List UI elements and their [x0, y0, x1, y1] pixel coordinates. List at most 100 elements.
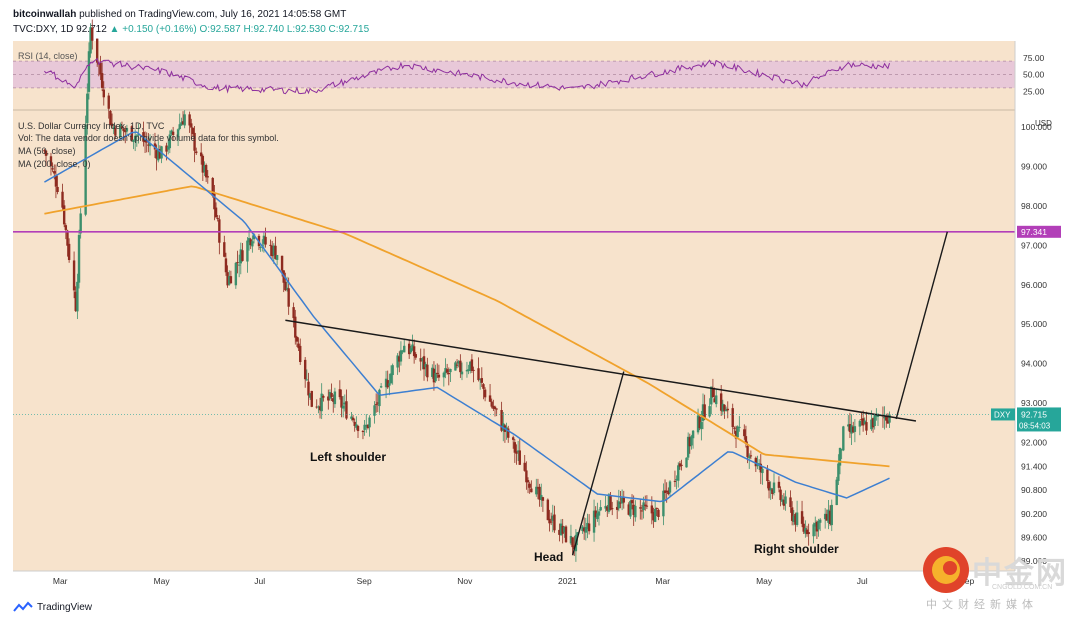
candle	[368, 415, 371, 437]
candle	[307, 372, 310, 406]
candle-body	[315, 406, 318, 408]
measured-height-line	[571, 371, 625, 556]
candle	[632, 495, 635, 526]
candle-body	[805, 529, 809, 535]
candle-body	[541, 497, 545, 501]
candle	[825, 509, 829, 521]
price-axis-panel	[1015, 41, 1080, 571]
candle-body	[837, 463, 840, 481]
candle	[617, 489, 621, 512]
candle	[685, 457, 688, 468]
candle-body	[166, 146, 170, 150]
candle	[396, 353, 399, 375]
candle-body	[407, 343, 411, 355]
watermark-url: CNGOLD.COM.CN	[992, 584, 1053, 591]
candle-body	[284, 281, 287, 291]
candle	[723, 404, 726, 419]
candle-body	[620, 497, 624, 504]
candle-body	[515, 451, 518, 454]
candle	[615, 499, 619, 519]
candle-body	[549, 521, 553, 523]
candle-body	[350, 416, 353, 419]
candle-body	[305, 379, 309, 381]
candle-body	[860, 419, 863, 421]
candle-body	[516, 450, 520, 452]
candle	[488, 383, 492, 402]
candle	[673, 470, 677, 487]
candle	[109, 110, 112, 126]
candle-body	[883, 417, 886, 419]
candle-body	[530, 488, 533, 493]
candle-body	[307, 381, 310, 396]
tradingview-footer[interactable]: TradingView	[13, 601, 92, 613]
ma50-legend: MA (50, close)	[18, 146, 76, 156]
candle	[72, 251, 76, 299]
volume-legend: Vol: The data vendor doesn't provide vol…	[18, 133, 279, 143]
candle	[294, 309, 297, 345]
candle-body	[767, 481, 771, 491]
candle	[110, 113, 114, 128]
candle-body	[203, 165, 206, 173]
publisher-name[interactable]: bitcoinwallah	[13, 9, 77, 20]
candle-body	[340, 396, 343, 408]
candle-body	[317, 406, 320, 408]
candle	[183, 110, 186, 129]
candle-body	[355, 424, 358, 428]
candle	[835, 476, 838, 506]
candle-body	[259, 246, 262, 248]
time-tick-label: 2021	[558, 576, 577, 586]
candle-body	[865, 422, 868, 431]
candle	[630, 494, 634, 510]
candle-body	[294, 316, 297, 338]
candle	[726, 401, 729, 419]
candle	[546, 498, 550, 521]
candle-body	[548, 518, 551, 524]
candle	[275, 254, 279, 266]
candle	[467, 364, 470, 375]
candle	[284, 272, 287, 292]
price-tick-label: 96.000	[1021, 280, 1047, 290]
candle-body	[619, 502, 622, 504]
last-price-label: 92.715	[1021, 409, 1047, 419]
candle-body	[72, 260, 76, 291]
candle	[437, 364, 441, 381]
candle-body	[690, 436, 693, 446]
candle	[178, 113, 181, 131]
candle	[199, 143, 203, 165]
candle-body	[840, 449, 843, 451]
candle	[399, 341, 403, 366]
candle	[691, 430, 695, 449]
candle	[611, 501, 614, 516]
candle	[299, 338, 302, 365]
time-tick-label: Jul	[254, 576, 265, 586]
price-tick-label: 92.000	[1021, 438, 1047, 448]
candle	[599, 500, 602, 512]
candle	[181, 111, 185, 125]
candle-body	[234, 262, 238, 286]
candle-body	[652, 511, 655, 521]
candle-body	[56, 186, 59, 192]
series-lines	[44, 57, 890, 503]
candle-body	[480, 378, 484, 383]
candle	[784, 490, 787, 511]
price-tick-label: 89.000	[1021, 556, 1047, 566]
candle	[388, 373, 391, 396]
candle	[328, 389, 332, 401]
candle	[356, 424, 360, 439]
candle-body	[191, 128, 195, 134]
candle-body	[886, 420, 890, 424]
candle-body	[657, 509, 660, 517]
candle	[130, 125, 134, 142]
candle-body	[449, 369, 452, 373]
candle-body	[597, 511, 601, 516]
candle-body	[99, 62, 102, 75]
chart-header-publisher: bitcoinwallah published on TradingView.c…	[13, 9, 346, 20]
candle	[596, 502, 599, 522]
candle-body	[61, 191, 64, 208]
candle	[677, 462, 680, 488]
candle	[804, 520, 807, 538]
candle	[135, 134, 139, 147]
candle-body	[53, 171, 56, 174]
candle-body	[710, 386, 713, 405]
